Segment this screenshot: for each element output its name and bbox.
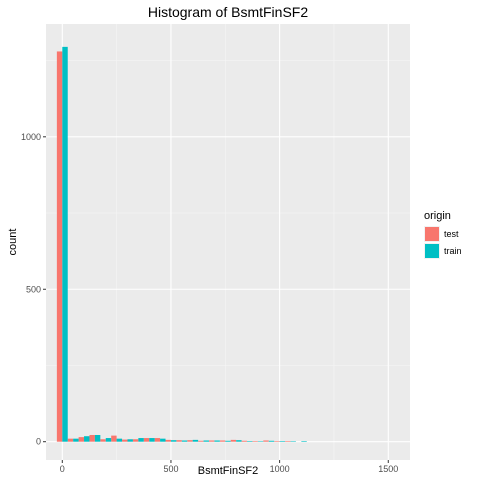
- bar-train: [181, 440, 188, 442]
- y-tick-label: 1000: [21, 132, 41, 142]
- bar-test: [89, 434, 95, 442]
- bar-test: [154, 438, 161, 442]
- x-tick-label: 500: [163, 464, 178, 474]
- bar-train: [301, 441, 307, 442]
- bar-test: [187, 440, 193, 442]
- legend-label-train: train: [444, 246, 462, 256]
- bar-train: [105, 438, 112, 442]
- bar-train: [116, 438, 123, 442]
- legend: origin test train: [424, 210, 462, 259]
- bar-train: [192, 439, 199, 442]
- bar-train: [214, 440, 220, 442]
- bar-train: [73, 438, 79, 442]
- x-axis-label: BsmtFinSF2: [198, 465, 259, 477]
- bar-test: [78, 437, 85, 442]
- bar-test: [165, 439, 171, 442]
- minor-gridlines: [46, 24, 410, 460]
- bar-train: [94, 434, 101, 442]
- bar-train: [268, 440, 275, 442]
- bar-test: [176, 440, 182, 442]
- bar-train: [247, 441, 253, 442]
- x-tick-label: 0: [60, 464, 65, 474]
- bar-train: [160, 438, 166, 442]
- bar-test: [132, 439, 139, 442]
- x-tick-label: 1500: [378, 464, 398, 474]
- legend-title: origin: [424, 210, 451, 222]
- bar-test: [100, 439, 106, 442]
- bar-test: [67, 438, 74, 442]
- bar-test: [198, 440, 204, 442]
- bar-train: [62, 46, 68, 442]
- bar-test: [285, 441, 291, 442]
- bar-test: [122, 439, 128, 442]
- x-axis: 0 500 1000 1500: [60, 460, 398, 474]
- legend-label-test: test: [444, 229, 459, 239]
- legend-swatch-test: [425, 227, 439, 241]
- bar-test: [252, 441, 258, 442]
- bar-train: [138, 438, 144, 442]
- bar-train: [236, 440, 242, 442]
- bar-test: [274, 441, 280, 442]
- chart-title: Histogram of BsmtFinSF2: [148, 4, 308, 20]
- bar-train: [170, 440, 177, 442]
- bar-test: [208, 440, 215, 442]
- bar-test: [111, 435, 117, 442]
- bar-test: [219, 440, 226, 442]
- bar-train: [84, 436, 90, 442]
- x-tick-label: 1000: [270, 464, 290, 474]
- y-tick-label: 500: [26, 284, 41, 294]
- bar-test: [263, 440, 269, 442]
- bar-train: [290, 441, 296, 442]
- bar-train: [149, 438, 155, 442]
- bar-train: [225, 440, 231, 442]
- bar-test: [143, 438, 150, 442]
- bar-test: [56, 51, 63, 442]
- bar-test: [230, 439, 237, 442]
- bar-train: [127, 439, 133, 442]
- plot-background: [46, 24, 410, 460]
- histogram-bars: [56, 46, 307, 442]
- bar-test: [241, 440, 248, 442]
- legend-swatch-train: [425, 244, 439, 258]
- bar-train: [257, 441, 264, 442]
- bar-train: [279, 441, 286, 442]
- y-tick-label: 0: [36, 437, 41, 447]
- bar-train: [203, 440, 209, 442]
- y-axis-label: count: [7, 229, 19, 256]
- y-axis: 0 500 1000: [21, 132, 46, 447]
